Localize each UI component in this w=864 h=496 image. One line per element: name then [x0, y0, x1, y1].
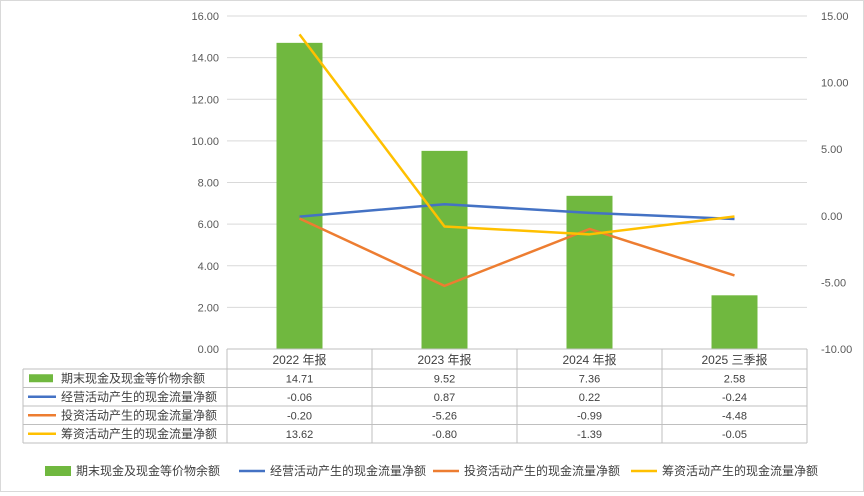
table-cell: 9.52 [434, 373, 455, 385]
legend-key [45, 466, 71, 476]
bar [566, 195, 613, 349]
legend-label: 投资活动产生的现金流量净额 [464, 463, 620, 478]
category-label: 2023 年报 [417, 352, 471, 367]
right-axis-tick-label: -10.00 [821, 344, 852, 356]
table-cell: -5.26 [432, 410, 457, 422]
table-cell: -0.99 [577, 410, 602, 422]
left-axis-ticks: 0.00 2.00 4.00 6.00 8.00 10.00 12.00 14.00 16.00 [191, 11, 219, 356]
table-cell: -0.06 [287, 392, 312, 404]
legend: 期末现金及现金等价物余额 经营活动产生的现金流量净额 投资活动产生的现金流量净额 筹资… [45, 463, 818, 478]
left-axis-tick-label: 16.00 [191, 11, 219, 23]
left-axis-tick-label: 14.00 [191, 53, 219, 65]
table-row-label: 筹资活动产生的现金流量净额 [61, 426, 217, 441]
table-cell: -0.80 [432, 429, 457, 441]
series-line [298, 217, 735, 288]
table-legend-key [29, 374, 53, 383]
category-label: 2025 三季报 [701, 352, 767, 367]
data-table: 2022 年报 2023 年报 2024 年报 2025 三季报期末现金及现金等价物余… [22, 348, 808, 444]
bars [276, 42, 758, 350]
series-line [298, 33, 735, 236]
table-cell: -0.20 [287, 410, 312, 422]
legend-label: 期末现金及现金等价物余额 [76, 463, 220, 478]
bar [711, 295, 758, 349]
table-cell: -0.05 [722, 429, 747, 441]
table-cell: -1.39 [577, 429, 602, 441]
table-cell: 0.22 [579, 392, 600, 404]
left-axis-tick-label: 6.00 [198, 219, 219, 231]
table-cell: 14.71 [286, 373, 314, 385]
left-axis-tick-label: 0.00 [198, 344, 219, 356]
left-axis-tick-label: 2.00 [198, 302, 219, 314]
bar [421, 150, 468, 349]
table-cell: 13.62 [286, 429, 314, 441]
right-axis-tick-label: 15.00 [821, 11, 849, 23]
table-row-label: 投资活动产生的现金流量净额 [61, 407, 217, 422]
left-axis-tick-label: 10.00 [191, 136, 219, 148]
right-axis-tick-label: -5.00 [821, 277, 846, 289]
legend-label: 筹资活动产生的现金流量净额 [662, 463, 818, 478]
table-cell: -0.24 [722, 392, 747, 404]
table-row-label: 经营活动产生的现金流量净额 [61, 389, 217, 404]
category-label: 2022 年报 [272, 352, 326, 367]
right-axis-ticks: -10.00 -5.00 0.00 5.00 10.00 15.00 [821, 11, 852, 356]
category-label: 2024 年报 [562, 352, 616, 367]
table-cell: -4.48 [722, 410, 747, 422]
table-row-label: 期末现金及现金等价物余额 [61, 370, 205, 385]
left-axis-tick-label: 12.00 [191, 94, 219, 106]
table-cell: 0.87 [434, 392, 455, 404]
right-axis-tick-label: 5.00 [821, 144, 842, 156]
bar [276, 42, 323, 350]
right-axis-tick-label: 10.00 [821, 78, 849, 90]
series-line [299, 202, 735, 221]
left-axis-tick-label: 8.00 [198, 178, 219, 190]
left-axis-tick-label: 4.00 [198, 261, 219, 273]
table-cell: 2.58 [724, 373, 745, 385]
gridlines [227, 15, 807, 350]
right-axis-tick-label: 0.00 [821, 211, 842, 223]
table-cell: 7.36 [579, 373, 600, 385]
lines [298, 33, 735, 288]
legend-label: 经营活动产生的现金流量净额 [270, 463, 426, 478]
